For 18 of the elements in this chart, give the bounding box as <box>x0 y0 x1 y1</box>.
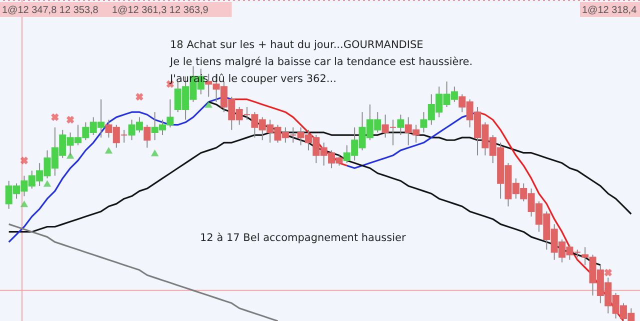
text: 1@12 318,4 <box>582 5 638 16</box>
point <box>104 146 113 154</box>
candlestick <box>397 114 404 136</box>
point <box>43 180 52 187</box>
text: 1@12 361,3 12 363,9 <box>112 5 209 16</box>
point <box>20 200 28 208</box>
point <box>136 92 144 101</box>
point <box>20 156 28 164</box>
text: 18 Achat sur les + haut du jour...GOURMANDISE <box>170 39 424 51</box>
point <box>604 268 612 276</box>
point <box>204 101 212 108</box>
candlestick <box>144 124 151 148</box>
text: 1@12 347,8 12 353,8 <box>2 5 99 16</box>
annotation: 12 à 17 Bel accompagnement haussier <box>200 232 406 244</box>
point <box>51 113 59 122</box>
point <box>150 150 159 156</box>
point <box>66 116 74 124</box>
annotation: Je le tiens malgré la baisse car la tendance est haussière. <box>169 56 473 68</box>
